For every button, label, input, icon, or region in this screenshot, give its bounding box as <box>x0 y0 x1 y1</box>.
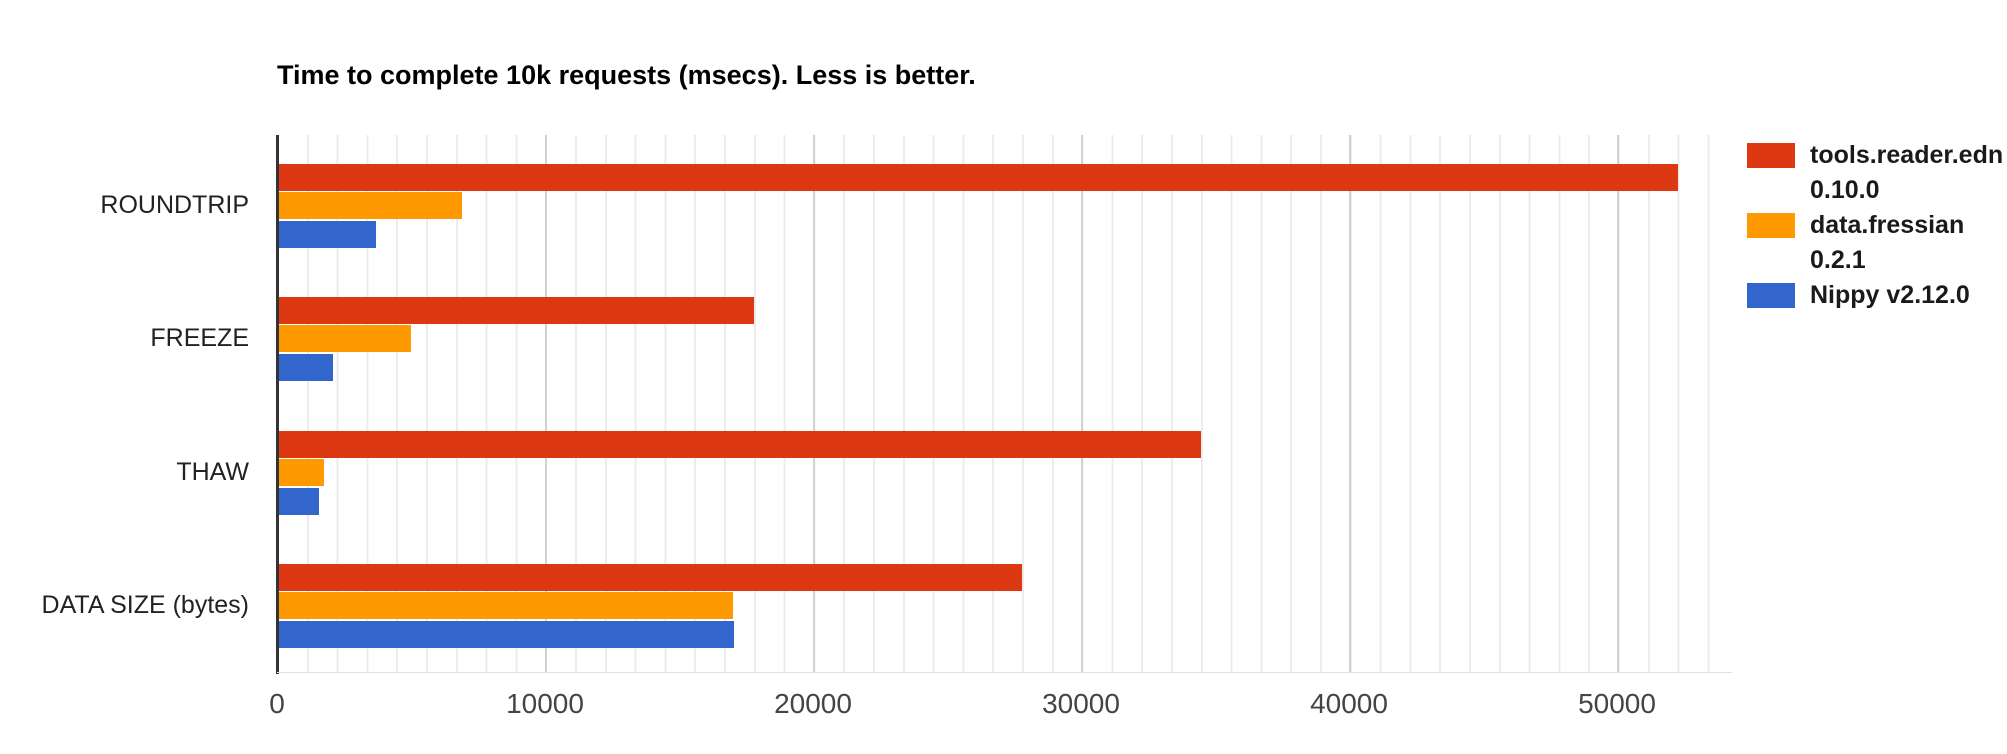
major-gridline <box>1617 135 1619 673</box>
bar-roundtrip-series-0[interactable] <box>277 164 1678 191</box>
x-tick-label: 40000 <box>1310 688 1388 719</box>
legend-item: data.fressian 0.2.1 <box>1747 208 2003 278</box>
bar-data-size-bytes-series-2[interactable] <box>277 621 734 648</box>
plot-area <box>277 135 1732 673</box>
bar-roundtrip-series-2[interactable] <box>277 221 376 248</box>
major-gridline <box>1081 135 1083 673</box>
legend-label: data.fressian 0.2.1 <box>1810 211 1965 274</box>
legend: tools.reader.edn 0.10.0 data.fressian 0.2… <box>1747 138 2003 313</box>
category-label: FREEZE <box>150 324 249 352</box>
bar-freeze-series-2[interactable] <box>277 354 333 381</box>
category-label: THAW <box>176 458 249 486</box>
legend-swatch <box>1747 213 1795 238</box>
x-tick-label: 0 <box>269 688 285 719</box>
bar-thaw-series-1[interactable] <box>277 459 324 486</box>
legend-label: tools.reader.edn 0.10.0 <box>1810 141 2004 204</box>
major-gridline <box>1349 135 1351 673</box>
bar-roundtrip-series-1[interactable] <box>277 192 462 219</box>
legend-item: Nippy v2.12.0 <box>1747 278 2003 313</box>
bar-thaw-series-0[interactable] <box>277 431 1201 458</box>
bar-freeze-series-1[interactable] <box>277 325 411 352</box>
x-tick-label: 20000 <box>774 688 852 719</box>
legend-swatch <box>1747 283 1795 308</box>
major-gridline <box>813 135 815 673</box>
legend-swatch <box>1747 143 1795 168</box>
category-label: ROUNDTRIP <box>100 191 249 219</box>
x-tick-label: 10000 <box>506 688 584 719</box>
major-gridline <box>545 135 547 673</box>
bar-thaw-series-2[interactable] <box>277 488 319 515</box>
bar-data-size-bytes-series-1[interactable] <box>277 592 733 619</box>
x-axis-baseline <box>277 672 1732 673</box>
x-tick-label: 50000 <box>1578 688 1656 719</box>
legend-item: tools.reader.edn 0.10.0 <box>1747 138 2003 208</box>
legend-label: Nippy v2.12.0 <box>1810 281 1970 309</box>
x-tick-label: 30000 <box>1042 688 1120 719</box>
y-axis-line <box>276 135 279 674</box>
category-label: DATA SIZE (bytes) <box>41 591 249 619</box>
chart-title: Time to complete 10k requests (msecs). L… <box>277 60 976 90</box>
bar-data-size-bytes-series-0[interactable] <box>277 564 1022 591</box>
bar-freeze-series-0[interactable] <box>277 297 754 324</box>
